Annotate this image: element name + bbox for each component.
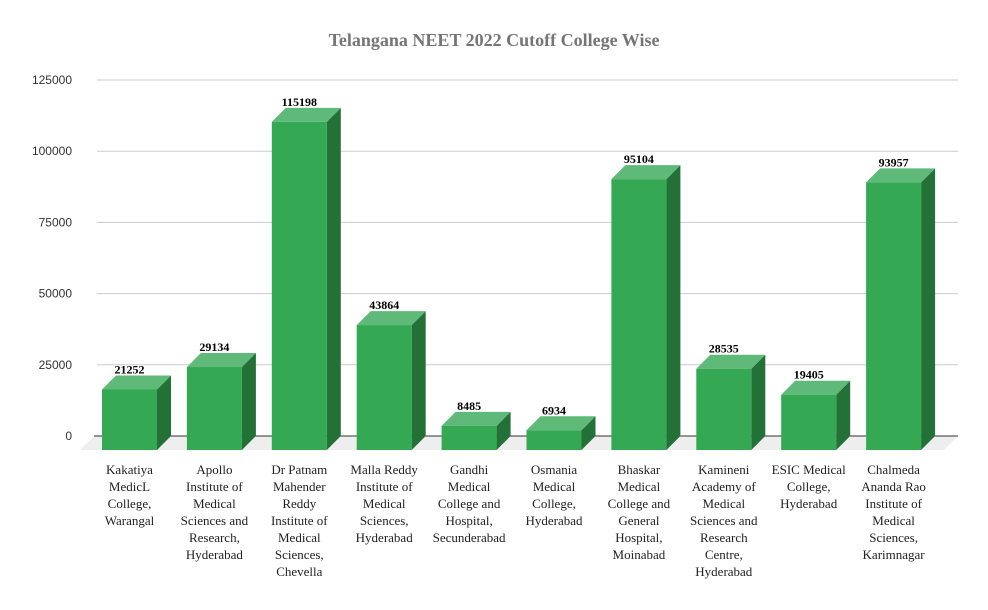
x-tick-label: Kamineni Academy of Medical Sciences and… bbox=[690, 462, 758, 579]
y-tick-label: 0 bbox=[65, 429, 72, 443]
bar-side bbox=[496, 411, 511, 450]
bar: 19405 bbox=[781, 368, 851, 450]
bar: 28535 bbox=[696, 342, 766, 450]
bar-front bbox=[271, 121, 327, 450]
x-tick-label: Gandhi Medical College and Hospital, Sec… bbox=[432, 462, 506, 545]
data-label: 43864 bbox=[369, 298, 399, 312]
y-tick-label: 75000 bbox=[39, 215, 73, 229]
bar-front bbox=[356, 325, 412, 450]
bar-side bbox=[921, 168, 936, 450]
bar-top bbox=[611, 165, 681, 180]
bar-top bbox=[866, 168, 936, 183]
bar: 29134 bbox=[186, 340, 256, 450]
bar-front bbox=[696, 368, 752, 450]
data-label: 95104 bbox=[624, 152, 654, 166]
bar-front bbox=[102, 389, 157, 450]
bar: 21252 bbox=[102, 362, 171, 450]
bars: 21252 29134 115198 43864 8485 6934 95104 28535 1… bbox=[102, 95, 936, 451]
bar-side bbox=[666, 165, 681, 451]
bar-front bbox=[186, 367, 242, 450]
bar-front bbox=[441, 425, 497, 450]
x-tick-label: Malla Reddy Institute of Medical Science… bbox=[350, 462, 418, 545]
bar: 8485 bbox=[441, 399, 511, 450]
data-label: 19405 bbox=[794, 368, 824, 382]
bar-top bbox=[271, 107, 341, 122]
bar-side bbox=[241, 353, 256, 450]
x-axis-labels: Kakatiya MedicL College, Warangal Apollo … bbox=[0, 461, 988, 601]
y-axis: 0 25000 50000 75000 100000 125000 bbox=[32, 73, 72, 443]
data-label: 8485 bbox=[457, 399, 481, 413]
x-tick-label: Chalmeda Ananda Rao Institute of Medical… bbox=[861, 462, 926, 562]
data-label: 6934 bbox=[542, 403, 566, 417]
x-tick-label: Kakatiya MedicL College, Warangal bbox=[104, 462, 155, 528]
bar-top bbox=[696, 354, 766, 369]
bar: 6934 bbox=[526, 403, 596, 450]
bar-side bbox=[411, 311, 426, 450]
x-tick-label: Osmania Medical College, Hyderabad bbox=[525, 462, 583, 528]
data-label: 93957 bbox=[879, 155, 909, 169]
x-tick-label: Dr Patnam Mahender Reddy Institute of Me… bbox=[270, 462, 328, 579]
data-label: 21252 bbox=[115, 362, 145, 376]
bar-side bbox=[836, 380, 851, 450]
bar: 95104 bbox=[611, 152, 681, 451]
bar-side bbox=[581, 416, 596, 450]
bar-side bbox=[157, 375, 171, 450]
gridlines bbox=[97, 79, 958, 437]
bar: 115198 bbox=[271, 95, 341, 450]
y-tick-label: 25000 bbox=[39, 358, 73, 372]
bar-front bbox=[866, 182, 922, 450]
x-tick-label: Bhaskar Medical College and General Hosp… bbox=[607, 462, 671, 562]
y-tick-label: 125000 bbox=[32, 73, 72, 87]
bar-top bbox=[102, 375, 171, 390]
bar-front bbox=[526, 430, 582, 450]
bar-top bbox=[781, 380, 851, 395]
bar-top bbox=[186, 353, 256, 368]
data-label: 29134 bbox=[199, 340, 229, 354]
bar-top bbox=[441, 411, 511, 426]
data-label: 115198 bbox=[282, 95, 317, 109]
x-tick-label: ESIC Medical College, Hyderabad bbox=[771, 462, 846, 511]
bar-top bbox=[356, 311, 426, 326]
x-tick-label: Apollo Institute of Medical Sciences and… bbox=[180, 462, 249, 562]
bar-side bbox=[751, 354, 766, 450]
bar: 43864 bbox=[356, 298, 426, 450]
bar-front bbox=[611, 179, 667, 451]
bar-top bbox=[526, 416, 596, 431]
y-tick-label: 100000 bbox=[32, 144, 72, 158]
y-tick-label: 50000 bbox=[39, 287, 73, 301]
data-label: 28535 bbox=[709, 342, 739, 356]
bar: 93957 bbox=[866, 155, 936, 450]
chart-title: Telangana NEET 2022 Cutoff College Wise bbox=[328, 30, 660, 50]
bar-side bbox=[326, 107, 341, 450]
bar-front bbox=[781, 394, 837, 450]
